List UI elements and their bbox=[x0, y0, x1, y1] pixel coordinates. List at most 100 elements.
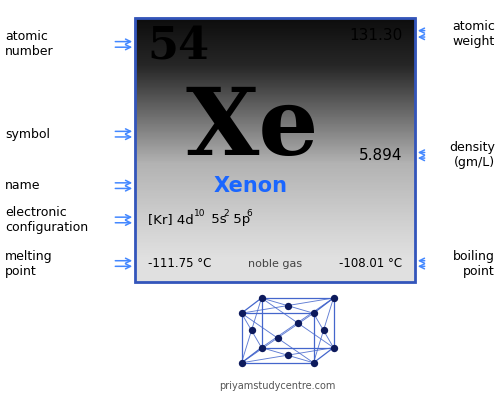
Bar bbox=[135, 155, 415, 156]
Bar bbox=[135, 241, 415, 242]
Bar bbox=[135, 225, 415, 226]
Point bbox=[274, 335, 281, 341]
Bar bbox=[135, 33, 415, 34]
Bar bbox=[135, 216, 415, 217]
Bar bbox=[135, 133, 415, 134]
Bar bbox=[135, 56, 415, 57]
Bar bbox=[135, 275, 415, 276]
Text: Xe: Xe bbox=[186, 84, 320, 174]
Bar bbox=[135, 94, 415, 96]
Bar bbox=[135, 251, 415, 252]
Bar bbox=[135, 42, 415, 43]
Bar bbox=[135, 84, 415, 85]
Bar bbox=[135, 177, 415, 178]
Bar bbox=[135, 187, 415, 188]
Bar bbox=[135, 43, 415, 44]
Point bbox=[258, 295, 266, 301]
Bar bbox=[135, 170, 415, 171]
Bar bbox=[135, 162, 415, 163]
Bar bbox=[135, 189, 415, 190]
Point bbox=[330, 295, 338, 301]
Bar bbox=[135, 196, 415, 197]
Bar bbox=[135, 106, 415, 107]
Bar bbox=[135, 204, 415, 206]
Bar bbox=[135, 142, 415, 143]
Bar bbox=[135, 256, 415, 257]
Bar bbox=[135, 102, 415, 103]
Bar bbox=[135, 240, 415, 241]
Point bbox=[320, 327, 328, 334]
Bar bbox=[135, 124, 415, 125]
Bar bbox=[135, 76, 415, 77]
Point bbox=[248, 327, 256, 334]
Bar bbox=[135, 136, 415, 137]
Bar bbox=[135, 181, 415, 182]
Bar bbox=[135, 214, 415, 215]
Bar bbox=[135, 192, 415, 193]
Bar bbox=[135, 274, 415, 275]
Bar bbox=[135, 280, 415, 281]
Bar bbox=[135, 197, 415, 198]
Bar bbox=[135, 19, 415, 20]
Bar bbox=[135, 39, 415, 40]
Bar bbox=[135, 236, 415, 237]
Bar bbox=[135, 166, 415, 167]
Bar bbox=[135, 35, 415, 36]
Bar bbox=[135, 27, 415, 28]
Bar bbox=[135, 263, 415, 264]
Bar bbox=[135, 234, 415, 235]
Bar bbox=[135, 220, 415, 221]
Bar bbox=[135, 281, 415, 282]
Bar bbox=[135, 99, 415, 100]
Bar bbox=[135, 203, 415, 204]
Bar bbox=[135, 115, 415, 116]
Text: priyamstudycentre.com: priyamstudycentre.com bbox=[220, 381, 336, 390]
Bar bbox=[135, 80, 415, 81]
Text: 10: 10 bbox=[194, 209, 205, 218]
Bar bbox=[135, 159, 415, 160]
Bar bbox=[135, 59, 415, 60]
Bar bbox=[135, 46, 415, 47]
Bar bbox=[135, 267, 415, 268]
Bar bbox=[135, 176, 415, 177]
Bar bbox=[135, 121, 415, 122]
Bar bbox=[135, 68, 415, 69]
Bar bbox=[135, 215, 415, 216]
Text: 6: 6 bbox=[246, 209, 252, 218]
Bar bbox=[135, 158, 415, 159]
Bar bbox=[135, 129, 415, 130]
Point bbox=[310, 310, 318, 316]
Bar bbox=[135, 272, 415, 273]
Bar bbox=[135, 100, 415, 101]
Bar bbox=[135, 113, 415, 114]
Bar bbox=[135, 190, 415, 191]
Bar bbox=[135, 116, 415, 118]
Bar bbox=[135, 140, 415, 141]
Bar bbox=[135, 18, 415, 282]
Bar bbox=[135, 157, 415, 158]
Bar bbox=[135, 235, 415, 236]
Bar bbox=[135, 36, 415, 37]
Bar bbox=[135, 67, 415, 68]
Bar bbox=[135, 118, 415, 119]
Bar bbox=[135, 224, 415, 225]
Bar bbox=[135, 219, 415, 220]
Bar bbox=[135, 156, 415, 157]
Bar bbox=[135, 88, 415, 89]
Bar bbox=[135, 53, 415, 54]
Bar bbox=[135, 209, 415, 210]
Bar bbox=[135, 24, 415, 25]
Bar bbox=[135, 252, 415, 253]
Bar bbox=[135, 120, 415, 121]
Bar bbox=[135, 191, 415, 192]
Point bbox=[284, 302, 292, 309]
Bar bbox=[135, 160, 415, 162]
Bar bbox=[135, 47, 415, 48]
Bar bbox=[135, 228, 415, 229]
Bar bbox=[135, 93, 415, 94]
Bar bbox=[135, 75, 415, 76]
Bar bbox=[135, 50, 415, 52]
Bar bbox=[135, 90, 415, 91]
Text: 131.30: 131.30 bbox=[349, 28, 403, 43]
Bar bbox=[135, 186, 415, 187]
